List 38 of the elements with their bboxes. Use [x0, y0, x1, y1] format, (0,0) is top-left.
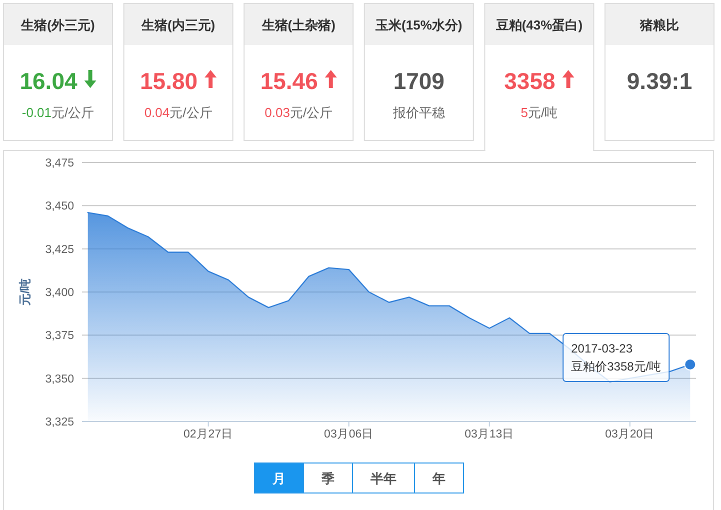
text: 生猪(内三元): [140, 18, 216, 32]
text: 半年: [370, 471, 396, 486]
y-tick-label: 3,475: [45, 158, 74, 170]
y-tick-label: 3,375: [45, 330, 74, 342]
text: 猪粮比: [639, 18, 679, 32]
text: 9.39:1: [626, 68, 692, 94]
text: 15.46: [260, 68, 318, 94]
x-tick-label: 03月20日: [605, 428, 655, 440]
text: 1709: [393, 68, 444, 94]
text: 元/吨: [528, 105, 558, 120]
text: 16.04: [20, 68, 78, 94]
text: 3358: [504, 68, 556, 94]
text: 生猪(土杂猪): [260, 18, 336, 32]
text: 年: [432, 471, 446, 486]
text: 月: [272, 471, 286, 486]
text: 元/公斤: [52, 105, 94, 120]
y-tick-label: 3,425: [45, 244, 74, 256]
y-tick-label: 3,350: [45, 373, 74, 386]
x-tick-label: 02月27日: [184, 428, 234, 440]
text: 元/公斤: [290, 105, 333, 120]
annotation: 2017-03-23 豆粕价3358元/吨: [571, 342, 662, 374]
y-tick-label: 3,325: [45, 416, 74, 428]
text: 元/公斤: [170, 105, 212, 120]
data-label: 0.03: [264, 105, 290, 120]
x-tick-label: 03月13日: [464, 428, 514, 440]
y-axis-title: 元/吨: [18, 278, 32, 307]
y-tick-label: 3,400: [45, 287, 74, 299]
text: 生猪(外三元): [20, 18, 95, 32]
x-tick-label: 03月06日: [324, 428, 374, 440]
text: 季: [320, 471, 334, 486]
data-label: -0.01: [22, 105, 52, 120]
data-label: 5: [520, 105, 528, 120]
text: 玉米(15%水分): [374, 18, 462, 32]
text: 报价平稳: [392, 105, 445, 120]
text: 15.80: [140, 68, 198, 94]
y-tick-label: 3,450: [45, 200, 74, 213]
text: 豆粕(43%蛋白): [494, 18, 583, 32]
data-label: 0.04: [144, 105, 170, 120]
